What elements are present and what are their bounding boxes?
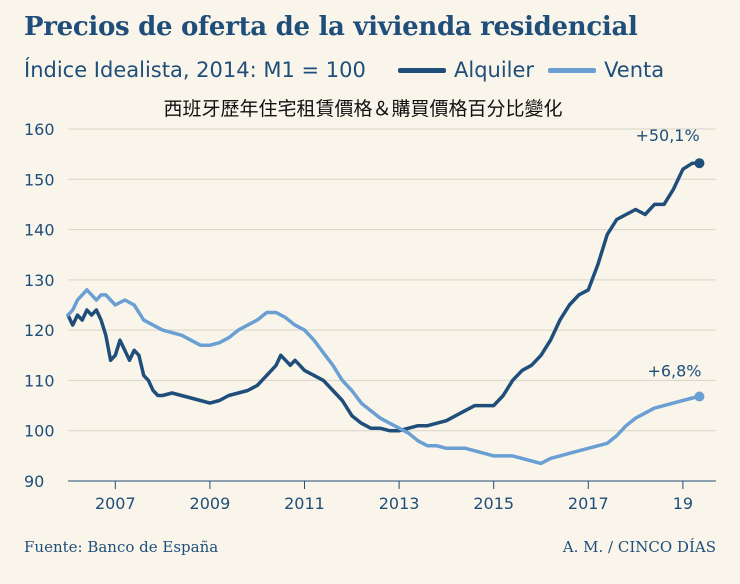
series-end-label-venta: +6,8% (647, 362, 701, 381)
legend-label-venta: Venta (604, 58, 665, 82)
y-tick-label-90: 90 (24, 472, 44, 491)
y-tick-label-110: 110 (24, 371, 55, 390)
legend-swatch-alquiler (398, 67, 446, 73)
series-end-label-alquiler: +50,1% (635, 126, 699, 145)
chart-subtitle: Índice Idealista, 2014: M1 = 100 (24, 58, 366, 82)
series-line-alquiler (66, 161, 702, 433)
y-tick-label-130: 130 (24, 271, 55, 290)
y-tick-label-100: 100 (24, 422, 55, 441)
legend-item-alquiler: Alquiler (398, 58, 534, 82)
overlay-annotation: 西班牙歷年住宅租賃價格＆購買價格百分比變化 (163, 98, 563, 120)
legend: Alquiler Venta (398, 58, 664, 82)
chart-title: Precios de oferta de la vivienda residen… (24, 12, 638, 42)
x-tick-label-2011: 2011 (284, 494, 325, 513)
legend-label-alquiler: Alquiler (454, 58, 535, 82)
series-end-marker-alquiler (694, 158, 705, 169)
legend-swatch-venta (548, 67, 597, 73)
series-end-marker-venta (694, 391, 705, 402)
x-tick-label-19: 19 (673, 494, 693, 513)
x-tick-label-2015: 2015 (473, 494, 514, 513)
x-tick-label-2017: 2017 (568, 494, 609, 513)
y-tick-label-150: 150 (24, 170, 55, 189)
series-line-venta (66, 288, 702, 466)
y-tick-label-140: 140 (24, 221, 55, 240)
credit-note: A. M. / CINCO DÍAS (562, 538, 716, 556)
x-tick-label-2007: 2007 (95, 494, 136, 513)
x-tick-label-2013: 2013 (379, 494, 420, 513)
y-tick-label-120: 120 (24, 321, 55, 340)
legend-item-venta: Venta (548, 58, 664, 82)
x-tick-label-2009: 2009 (190, 494, 231, 513)
y-tick-label-160: 160 (24, 120, 55, 139)
source-note: Fuente: Banco de España (24, 538, 219, 556)
